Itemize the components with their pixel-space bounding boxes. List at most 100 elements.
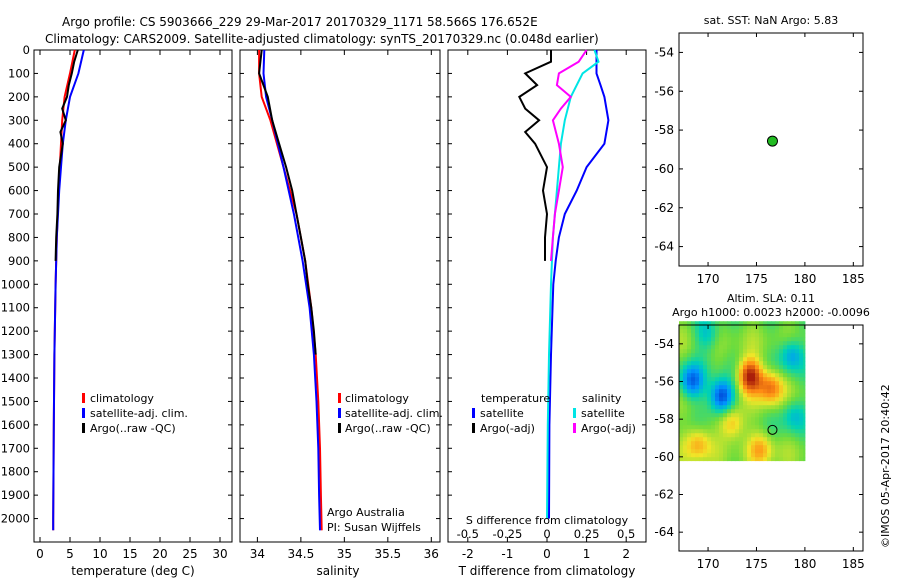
series-satellite-adj-clim- <box>262 49 321 531</box>
legend-swatch-climatology <box>82 393 85 403</box>
sla-cell <box>711 405 716 410</box>
sla-cell <box>703 349 708 354</box>
sla-cell <box>727 413 732 418</box>
sla-cell <box>791 333 796 338</box>
sla-cell <box>731 365 736 370</box>
sla-cell <box>755 373 760 378</box>
sla-cell <box>763 329 768 334</box>
sla-cell <box>719 417 724 422</box>
sla-cell <box>783 425 788 430</box>
sla-cell <box>687 409 692 414</box>
sla-cell <box>763 445 768 450</box>
sla-cell <box>743 337 748 342</box>
sla-cell <box>763 457 768 462</box>
sla-cell <box>711 325 716 330</box>
sla-cell <box>687 397 692 402</box>
y-tick-label: 800 <box>8 230 30 244</box>
sla-cell <box>727 381 732 386</box>
sla-cell <box>795 341 800 346</box>
sla-cell <box>731 325 736 330</box>
sla-cell <box>779 389 784 394</box>
sla-cell <box>755 437 760 442</box>
sla-cell <box>735 345 740 350</box>
sla-cell <box>775 413 780 418</box>
sla-cell <box>803 345 806 350</box>
sla-cell <box>787 349 792 354</box>
sla-cell <box>787 453 792 458</box>
sla-cell <box>747 397 752 402</box>
sla-cell <box>775 457 780 462</box>
sla-cell <box>731 361 736 366</box>
sla-cell <box>703 449 708 454</box>
sla-cell <box>691 329 696 334</box>
sla-cell <box>751 333 756 338</box>
sla-cell <box>715 441 720 446</box>
x-tick-label: 30 <box>212 547 227 561</box>
sla-cell <box>775 397 780 402</box>
credit-pi: PI: Susan Wijffels <box>327 521 421 534</box>
sla-cell <box>703 457 708 462</box>
sla-cell <box>787 405 792 410</box>
sla-cell <box>691 345 696 350</box>
sla-cell <box>743 357 748 362</box>
sla-cell <box>683 345 688 350</box>
sla-cell <box>775 449 780 454</box>
sla-cell <box>759 325 764 330</box>
sla-cell <box>699 401 704 406</box>
sla-cell <box>755 429 760 434</box>
sla-cell <box>715 385 720 390</box>
sla-cell <box>771 401 776 406</box>
sla-cell <box>723 437 728 442</box>
sla-cell <box>743 389 748 394</box>
sla-cell <box>739 333 744 338</box>
legend-label-sal-satellite: satellite <box>581 407 625 420</box>
sla-cell <box>719 429 724 434</box>
sla-cell <box>783 329 788 334</box>
sla-cell <box>799 341 804 346</box>
sla-cell <box>759 321 764 326</box>
sla-cell <box>739 389 744 394</box>
sla-cell <box>739 329 744 334</box>
sla-cell <box>803 365 806 370</box>
sla-cell <box>779 445 784 450</box>
sla-cell <box>683 401 688 406</box>
sla-cell <box>735 417 740 422</box>
sla-cell <box>747 433 752 438</box>
sla-cell <box>683 365 688 370</box>
y-tick-label: 1800 <box>1 465 30 479</box>
map-y-tick-label: -58 <box>654 412 674 426</box>
sla-cell <box>759 377 764 382</box>
salinity-xlabel: salinity <box>316 564 359 578</box>
sla-cell <box>743 433 748 438</box>
sla-cell <box>703 321 708 326</box>
sla-cell <box>799 369 804 374</box>
sla-cell <box>739 361 744 366</box>
sla-cell <box>791 449 796 454</box>
sla-cell <box>771 445 776 450</box>
sla-cell <box>715 449 720 454</box>
sla-cell <box>719 413 724 418</box>
sla-cell <box>735 401 740 406</box>
sla-cell <box>707 457 712 462</box>
sla-cell <box>771 457 776 462</box>
sla-cell <box>715 333 720 338</box>
x-tick-label: 20 <box>152 547 167 561</box>
sla-cell <box>799 457 804 462</box>
sla-cell <box>783 349 788 354</box>
sla-cell <box>723 421 728 426</box>
sla-cell <box>755 413 760 418</box>
sla-cell <box>699 381 704 386</box>
sla-cell <box>799 425 804 430</box>
sla-cell <box>703 333 708 338</box>
sla-cell <box>739 425 744 430</box>
sla-cell <box>735 397 740 402</box>
sla-cell <box>723 381 728 386</box>
sla-cell <box>803 353 806 358</box>
sla-cell <box>711 449 716 454</box>
sla-cell <box>799 357 804 362</box>
sla-cell <box>795 333 800 338</box>
x-tick-label: -1 <box>501 547 513 561</box>
sla-cell <box>699 393 704 398</box>
sla-cell <box>715 377 720 382</box>
